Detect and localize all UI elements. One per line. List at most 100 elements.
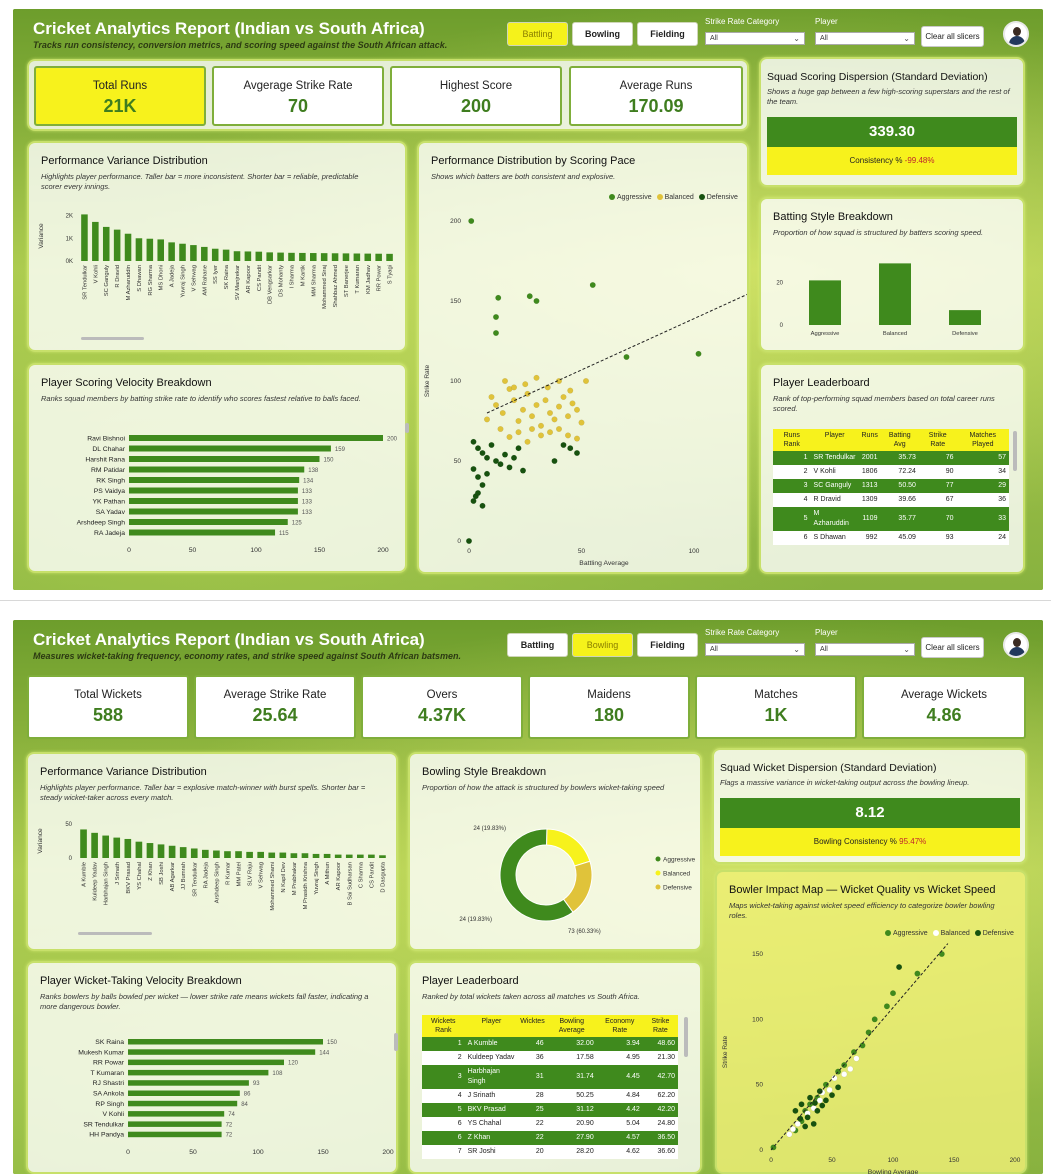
- header-bar: Cricket Analytics Report (Indian vs Sout…: [13, 620, 1043, 664]
- velocity-bar: [129, 445, 331, 452]
- table-row[interactable]: 3 SC Ganguly 1313 50.50 77 29: [773, 479, 1009, 493]
- table-cell: 1: [422, 1037, 465, 1051]
- card-title: Player Leaderboard: [773, 377, 870, 389]
- column-header[interactable]: Bowling Average: [546, 1015, 597, 1037]
- bar-data-label: 133: [302, 500, 313, 506]
- squad-wicket-dispersion-card: Squad Wicket Dispersion (Standard Deviat…: [712, 748, 1027, 864]
- variance-bar: [146, 843, 154, 858]
- table-row[interactable]: 6 YS Chahal 22 20.90 5.04 24.80: [422, 1117, 678, 1131]
- scatter-point: [475, 490, 482, 497]
- horizontal-scrollbar[interactable]: [81, 337, 144, 340]
- scatter-point: [816, 1097, 823, 1104]
- legend-balanced: Balanced: [940, 930, 970, 937]
- variance-bar: [102, 226, 110, 261]
- y-axis-label: Strike Rate: [424, 365, 431, 398]
- chevron-down-icon: ⌄: [903, 645, 910, 654]
- tab-batting[interactable]: Battling: [507, 633, 568, 657]
- player-slicer[interactable]: All ⌄: [815, 643, 915, 656]
- column-header[interactable]: Wicktes: [518, 1015, 547, 1037]
- column-header[interactable]: Wickets Rank: [422, 1015, 465, 1037]
- column-header[interactable]: Matches Played: [956, 429, 1009, 451]
- tab-bowling[interactable]: Bowling: [572, 633, 633, 657]
- scatter-point: [519, 406, 526, 413]
- x-tick-label: RG Sharma: [148, 264, 154, 295]
- variance-bar: [135, 238, 143, 261]
- scatter-point: [533, 401, 540, 408]
- column-header[interactable]: Runs Rank: [773, 429, 811, 451]
- scatter-point: [515, 445, 522, 452]
- velocity-bar: [128, 1059, 284, 1066]
- column-header[interactable]: Strike Rate: [642, 1015, 678, 1037]
- tab-fielding[interactable]: Fielding: [637, 22, 698, 46]
- card-subtitle: Flags a massive variance in wicket-takin…: [720, 778, 970, 787]
- clear-slicers-button[interactable]: Clear all slicers: [921, 637, 984, 658]
- table-row[interactable]: 5 BKV Prasad 25 31.12 4.42 42.20: [422, 1103, 678, 1117]
- scatter-point: [497, 461, 504, 468]
- column-header[interactable]: Player: [464, 1015, 519, 1037]
- scatter-point: [522, 381, 529, 388]
- kpi-total-wickets: Total Wickets 588: [27, 675, 189, 739]
- x-tick-label: SC Ganguly: [104, 265, 110, 296]
- bar-category-label: RA Jadeja: [94, 530, 125, 537]
- x-tick-label: Z Khan: [148, 862, 154, 881]
- vertical-scrollbar[interactable]: [405, 423, 409, 433]
- scatter-point: [533, 297, 540, 304]
- vertical-scrollbar[interactable]: [684, 1017, 688, 1057]
- legend-label: Aggressive: [663, 857, 696, 864]
- table-row[interactable]: 7 SR Joshi 20 28.20 4.62 36.60: [422, 1145, 678, 1159]
- column-header[interactable]: Economy Rate: [596, 1015, 643, 1037]
- column-header[interactable]: Player: [810, 429, 859, 451]
- bar-category-label: RM Patidar: [91, 467, 126, 474]
- strike-rate-slicer[interactable]: All ⌄: [705, 643, 805, 656]
- table-row[interactable]: 1 SR Tendulkar 2001 35.73 76 57: [773, 451, 1009, 465]
- trend-line: [486, 293, 747, 414]
- table-cell: 36: [956, 493, 1009, 507]
- table-row[interactable]: 3 Harbhajan Singh 31 31.74 4.45 42.70: [422, 1065, 678, 1089]
- table-cell: 48.60: [642, 1037, 678, 1051]
- vertical-scrollbar[interactable]: [1013, 431, 1017, 471]
- vertical-scrollbar[interactable]: [394, 1033, 398, 1051]
- legend-dot-icon: [609, 194, 615, 200]
- bar-data-label: 133: [302, 489, 313, 495]
- column-header[interactable]: Runs: [858, 429, 881, 451]
- scatter-point: [578, 419, 585, 426]
- column-header[interactable]: Strike Rate: [918, 429, 957, 451]
- player-slicer[interactable]: All ⌄: [815, 32, 915, 45]
- table-cell: 35.77: [880, 507, 919, 531]
- avatar-body: [1009, 36, 1025, 45]
- x-tick-label: M Prabhakar: [292, 862, 298, 895]
- scoring-velocity-card: Player Scoring Velocity Breakdown Ranks …: [27, 363, 409, 573]
- x-tick-label: R Kumar: [225, 862, 231, 885]
- scatter-point: [850, 1048, 857, 1055]
- table-cell: 31.12: [546, 1103, 597, 1117]
- x-tick-label: M Kartik: [300, 265, 306, 286]
- table-cell: 77: [918, 479, 957, 493]
- bar-data-label: 138: [308, 468, 319, 474]
- scatter-point: [495, 294, 502, 301]
- tab-fielding[interactable]: Fielding: [637, 633, 698, 657]
- clear-slicers-button[interactable]: Clear all slicers: [921, 26, 984, 47]
- x-tick-label: AB Agarkar: [170, 862, 176, 891]
- table-row[interactable]: 2 Kuldeep Yadav 36 17.58 4.95 21.30: [422, 1051, 678, 1065]
- velocity-bar-chart: Ravi Bishnoi 200 DL Chahar 159 Harshit Rana 1…: [77, 435, 398, 554]
- scatter-point: [470, 466, 477, 473]
- y-axis-label: Variance: [38, 223, 45, 249]
- tab-batting[interactable]: Battling: [507, 22, 568, 46]
- strike-rate-slicer[interactable]: All ⌄: [705, 32, 805, 45]
- card-title: Bowler Impact Map — Wicket Quality vs Wi…: [729, 884, 996, 896]
- kpi-value: 180: [593, 705, 625, 725]
- variance-bar: [255, 251, 263, 261]
- column-header[interactable]: Batting Avg: [880, 429, 919, 451]
- bar-category-label: DL Chahar: [92, 446, 125, 453]
- tab-bowling[interactable]: Bowling: [572, 22, 633, 46]
- card-title: Performance Variance Distribution: [41, 155, 208, 167]
- x-tick-label: A Mithun: [325, 862, 331, 885]
- horizontal-scrollbar[interactable]: [78, 932, 152, 935]
